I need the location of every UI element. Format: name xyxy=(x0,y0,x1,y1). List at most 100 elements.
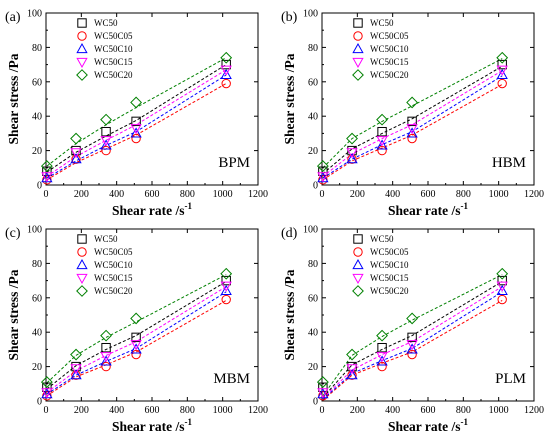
chart-panel: 0 200 400 600 800 1000 1200 0 20 40 60 80 100 Shear r… xyxy=(281,225,544,435)
x-tick-label: 0 xyxy=(320,189,325,200)
y-tick-label: 80 xyxy=(308,43,318,54)
model-label: HBM xyxy=(492,155,526,171)
x-tick-label: 0 xyxy=(320,405,325,416)
x-tick-label: 1000 xyxy=(213,189,233,200)
data-point xyxy=(70,364,82,375)
data-point xyxy=(496,65,508,76)
y-tick-label: 60 xyxy=(32,293,42,304)
y-tick-label: 0 xyxy=(313,397,318,408)
data-point xyxy=(346,348,358,361)
legend-label: WC50C15 xyxy=(94,273,133,283)
y-axis-label: Shear stress /Pa xyxy=(282,269,297,360)
data-point xyxy=(70,348,82,361)
data-point xyxy=(130,340,142,351)
data-point xyxy=(346,132,358,145)
legend-label: WC50C10 xyxy=(94,44,133,54)
model-label: PLM xyxy=(495,371,526,387)
fit-curve xyxy=(46,286,227,393)
data-point xyxy=(221,59,231,70)
data-point xyxy=(220,267,233,280)
legend-label: WC50C15 xyxy=(94,57,133,67)
data-point xyxy=(101,145,111,156)
data-point xyxy=(130,127,142,138)
legend-label: WC50C05 xyxy=(94,31,133,41)
legend-marker xyxy=(353,31,363,41)
data-point xyxy=(376,113,388,126)
data-point xyxy=(496,284,508,296)
x-tick-label: 400 xyxy=(109,405,124,416)
x-tick-label: 200 xyxy=(74,405,89,416)
fit-curve xyxy=(46,57,227,167)
x-tick-label: 1200 xyxy=(248,405,268,416)
data-point xyxy=(130,96,143,109)
x-tick-label: 400 xyxy=(385,189,400,200)
data-point xyxy=(376,352,388,363)
fit-curve xyxy=(322,286,503,399)
data-point xyxy=(70,148,82,159)
data-point xyxy=(376,355,388,366)
data-point xyxy=(220,68,232,80)
x-axis-label: Shear rate /s-1 xyxy=(388,417,468,434)
data-point xyxy=(406,312,419,325)
legend-label: WC50C05 xyxy=(370,247,409,257)
data-point xyxy=(406,343,418,354)
y-tick-label: 60 xyxy=(308,77,318,88)
data-point xyxy=(130,124,142,135)
data-point xyxy=(41,388,53,399)
legend-marker xyxy=(352,69,364,81)
y-tick-label: 40 xyxy=(32,328,42,339)
data-point xyxy=(496,267,509,280)
data-point xyxy=(497,59,507,70)
x-tick-label: 1000 xyxy=(489,189,509,200)
data-point xyxy=(70,132,82,145)
data-point xyxy=(376,136,388,147)
x-axis-label: Shear rate /s-1 xyxy=(112,201,192,218)
x-tick-label: 800 xyxy=(456,189,471,200)
legend-marker xyxy=(352,42,364,54)
x-tick-label: 1200 xyxy=(248,189,268,200)
y-tick-label: 20 xyxy=(308,362,318,373)
fit-curve xyxy=(322,83,503,181)
y-tick-label: 80 xyxy=(32,43,42,54)
x-tick-label: 800 xyxy=(456,405,471,416)
y-tick-label: 20 xyxy=(308,146,318,157)
legend-marker xyxy=(353,18,363,28)
data-point xyxy=(377,126,387,137)
data-point xyxy=(377,145,387,156)
legend-label: WC50C20 xyxy=(94,286,133,296)
chart-panel: 0 200 400 600 800 1000 1200 0 20 40 60 80 100 Shear r… xyxy=(5,225,268,435)
data-point xyxy=(131,133,141,144)
data-point xyxy=(41,172,53,183)
legend-marker xyxy=(77,234,87,244)
legend-label: WC50C20 xyxy=(370,70,409,80)
data-point xyxy=(40,376,53,388)
legend-label: WC50 xyxy=(370,18,394,28)
y-tick-label: 80 xyxy=(308,259,318,270)
data-point xyxy=(406,127,418,138)
data-point xyxy=(376,139,388,150)
y-tick-label: 100 xyxy=(303,225,318,236)
data-point xyxy=(346,369,358,380)
legend-marker xyxy=(352,285,364,297)
fit-curve xyxy=(322,65,503,175)
data-point xyxy=(70,369,82,380)
y-tick-label: 40 xyxy=(32,112,42,123)
y-axis-label: Shear stress /Pa xyxy=(6,269,21,360)
data-point xyxy=(377,361,387,372)
fit-curve xyxy=(322,75,503,179)
data-point xyxy=(131,349,141,360)
x-axis-label: Shear rate /s-1 xyxy=(112,417,192,434)
data-point xyxy=(221,275,231,286)
legend-marker xyxy=(353,234,363,244)
data-point xyxy=(100,352,112,363)
chart-panel: 0 200 400 600 800 1000 1200 0 20 40 60 80 100 Shear r… xyxy=(5,9,268,219)
data-point xyxy=(220,65,232,76)
x-tick-label: 200 xyxy=(74,189,89,200)
data-point xyxy=(220,51,233,64)
data-point xyxy=(100,136,112,147)
data-point xyxy=(376,329,388,342)
fit-curve xyxy=(322,281,503,398)
data-point xyxy=(220,284,232,296)
x-tick-label: 1200 xyxy=(524,189,544,200)
